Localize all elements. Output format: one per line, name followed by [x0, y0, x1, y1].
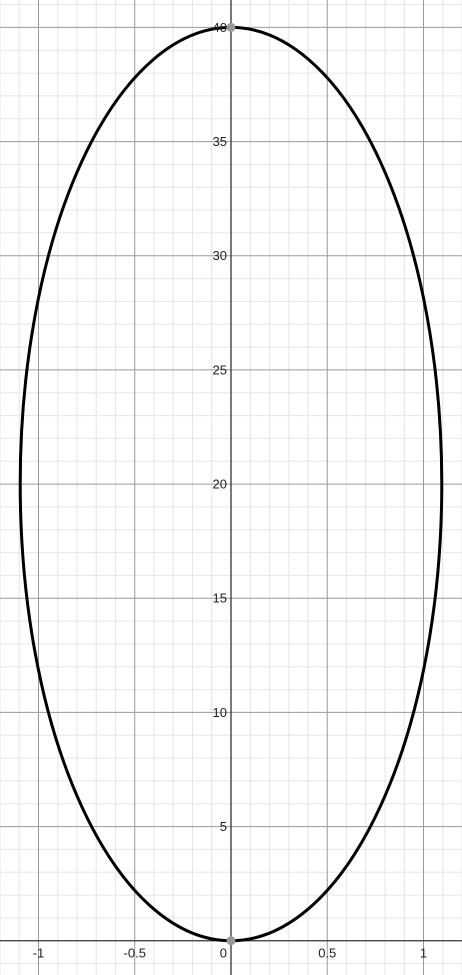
- x-tick-label: 1: [420, 946, 427, 961]
- y-tick-label: 20: [213, 477, 227, 492]
- y-tick-label: 25: [213, 362, 227, 377]
- y-tick-label: 30: [213, 248, 227, 263]
- y-tick-label: 40: [213, 20, 227, 35]
- y-tick-label: 5: [220, 819, 227, 834]
- y-tick-label: 35: [213, 134, 227, 149]
- x-tick-label: 0: [220, 946, 227, 961]
- x-tick-label: -0.5: [124, 946, 146, 961]
- x-tick-label: -1: [33, 946, 45, 961]
- y-tick-label: 15: [213, 591, 227, 606]
- x-tick-label: 0.5: [318, 946, 336, 961]
- y-tick-label: 10: [213, 705, 227, 720]
- curve-point[interactable]: [226, 22, 236, 32]
- points-layer: [226, 22, 236, 946]
- curve-point[interactable]: [226, 936, 236, 946]
